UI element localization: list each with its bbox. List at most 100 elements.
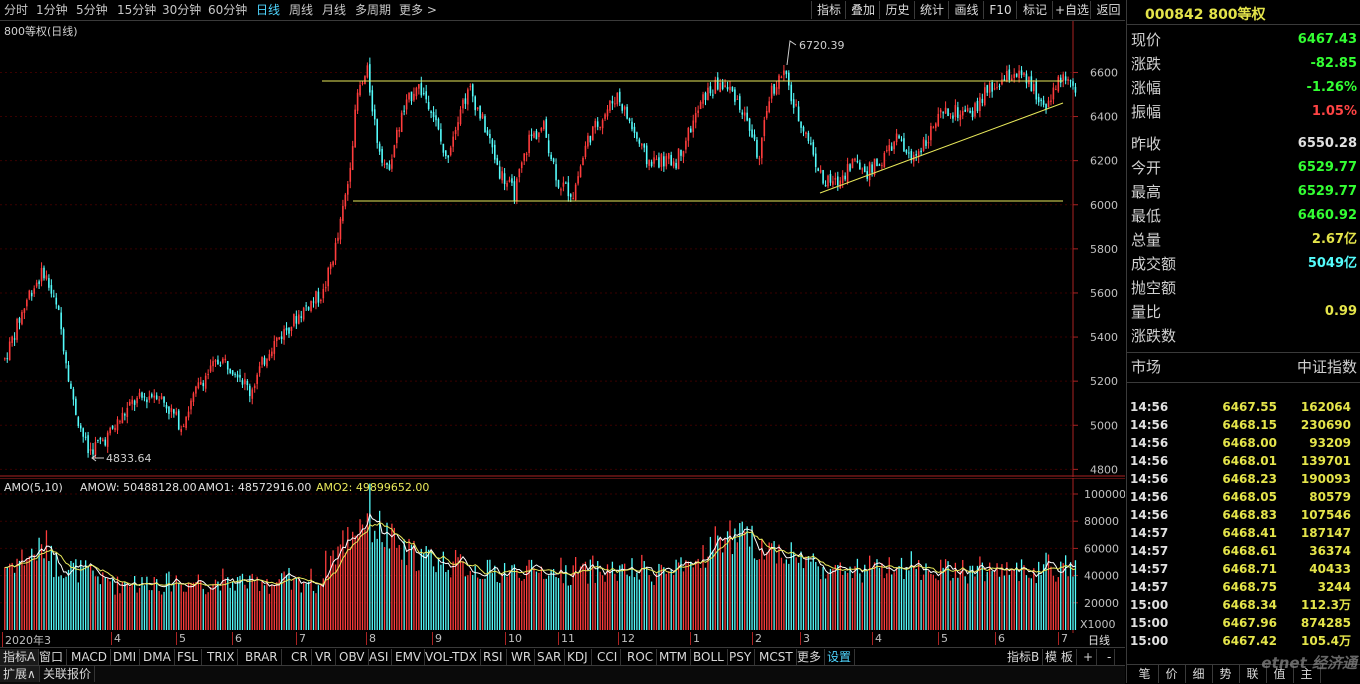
candle-body bbox=[827, 175, 829, 187]
candle-body bbox=[28, 290, 31, 299]
period-tab-9[interactable]: 多周期 bbox=[355, 3, 392, 17]
panel-tab-1[interactable]: 价 bbox=[1158, 665, 1186, 683]
candle-body bbox=[714, 79, 717, 94]
period-tab-6[interactable]: 日线 bbox=[256, 3, 281, 17]
indicator-tab-17[interactable]: KDJ bbox=[564, 649, 592, 665]
candle-body bbox=[192, 393, 195, 402]
toolbar-button-2[interactable]: 历史 bbox=[879, 1, 915, 19]
candle-body bbox=[739, 96, 741, 110]
tick-price: 6468.83 bbox=[1222, 508, 1277, 522]
toolbar-button-0[interactable]: 指标 bbox=[811, 1, 846, 19]
indicator-tab-3[interactable]: DMI bbox=[110, 649, 141, 665]
period-tab-10[interactable]: 更多 > bbox=[399, 3, 437, 17]
candle-body bbox=[641, 143, 643, 146]
candle-body bbox=[1033, 84, 1035, 92]
toolbar-button-8[interactable]: 返回 bbox=[1090, 1, 1126, 19]
right-button-2[interactable]: + bbox=[1080, 649, 1098, 665]
period-tab-7[interactable]: 周线 bbox=[289, 3, 314, 17]
candle-body bbox=[555, 164, 557, 181]
indicator-tab-4[interactable]: DMA bbox=[140, 649, 175, 665]
toolbar-button-3[interactable]: 统计 bbox=[914, 1, 949, 19]
indicator-tab-15[interactable]: WR bbox=[508, 649, 536, 665]
indicator-tab-9[interactable]: VR bbox=[312, 649, 336, 665]
candle-body bbox=[204, 375, 207, 389]
candle-body bbox=[449, 147, 452, 156]
indicator-tab-18[interactable]: CCI bbox=[594, 649, 622, 665]
indicator-tab-0[interactable]: 指标A bbox=[0, 649, 40, 665]
period-tab-8[interactable]: 月线 bbox=[322, 3, 347, 17]
candle-body bbox=[322, 288, 325, 299]
amo-chart[interactable]: 100000 80000 60000 40000 20000 X1000 AMO(5,10… bbox=[0, 478, 1125, 633]
candle-body bbox=[844, 175, 846, 180]
candle-body bbox=[562, 182, 565, 187]
panel-tab-6[interactable]: 主 bbox=[1293, 665, 1321, 683]
indicator-tab-6[interactable]: TRIX bbox=[204, 649, 239, 665]
toolbar-button-5[interactable]: F10 bbox=[983, 1, 1017, 19]
indicator-tab-13[interactable]: VOL-TDX bbox=[422, 649, 481, 665]
related-quotes-button[interactable]: 关联报价 bbox=[40, 666, 96, 682]
indicator-tab-25[interactable]: 设置 bbox=[824, 649, 856, 665]
indicator-tab-19[interactable]: ROC bbox=[624, 649, 658, 665]
indicator-tab-10[interactable]: OBV bbox=[336, 649, 369, 665]
period-tab-2[interactable]: 5分钟 bbox=[76, 3, 108, 17]
candle-body bbox=[719, 82, 721, 93]
right-button-0[interactable]: 指标B bbox=[1004, 649, 1044, 665]
toolbar-button-4[interactable]: 画线 bbox=[948, 1, 984, 19]
candle-body bbox=[165, 405, 168, 409]
rising-trend-line[interactable] bbox=[819, 102, 1064, 194]
amo-plot[interactable]: 100000 80000 60000 40000 20000 X1000 bbox=[0, 478, 1125, 633]
candle-body bbox=[126, 407, 129, 418]
indicator-tab-24[interactable]: 更多 bbox=[794, 649, 826, 665]
indicator-tab-7[interactable]: BRAR bbox=[242, 649, 282, 665]
candle-body bbox=[1062, 74, 1064, 81]
price-plot[interactable]: 6600 6400 6200 6000 5800 5600 5400 5200 5000 4800… bbox=[0, 21, 1125, 477]
period-tab-3[interactable]: 15分钟 bbox=[117, 3, 157, 17]
panel-tab-3[interactable]: 势 bbox=[1212, 665, 1240, 683]
candle-body bbox=[814, 153, 817, 167]
period-tab-0[interactable]: 分时 bbox=[4, 3, 29, 17]
candle-body bbox=[824, 184, 827, 187]
panel-tab-4[interactable]: 联 bbox=[1239, 665, 1267, 683]
period-tab-4[interactable]: 30分钟 bbox=[162, 3, 202, 17]
period-tab-5[interactable]: 60分钟 bbox=[208, 3, 248, 17]
indicator-tab-20[interactable]: MTM bbox=[656, 649, 692, 665]
indicator-tab-2[interactable]: MACD bbox=[68, 649, 111, 665]
candle-body bbox=[246, 380, 249, 386]
indicator-tab-21[interactable]: BOLL bbox=[690, 649, 728, 665]
candle-body bbox=[746, 112, 748, 121]
period-tab-1[interactable]: 1分钟 bbox=[36, 3, 68, 17]
indicator-tab-5[interactable]: FSL bbox=[174, 649, 202, 665]
indicator-tab-11[interactable]: ASI bbox=[366, 649, 393, 665]
expand-button[interactable]: 扩展∧ bbox=[0, 666, 40, 682]
candle-body bbox=[457, 122, 459, 131]
quote-row-0: 现价 6467.43 bbox=[1131, 28, 1357, 52]
candle-body bbox=[1064, 76, 1067, 81]
right-button-3[interactable]: - bbox=[1104, 649, 1116, 665]
indicator-tab-12[interactable]: EMV bbox=[392, 649, 426, 665]
panel-tab-0[interactable]: 笔 bbox=[1131, 665, 1159, 683]
toolbar-button-6[interactable]: 标记 bbox=[1016, 1, 1053, 19]
right-button-1[interactable]: 模 板 bbox=[1042, 649, 1077, 665]
indicator-tab-23[interactable]: MCST bbox=[756, 649, 797, 665]
panel-tab-5[interactable]: 值 bbox=[1266, 665, 1294, 683]
indicator-tab-22[interactable]: PSY bbox=[726, 649, 756, 665]
toolbar-button-1[interactable]: 叠加 bbox=[845, 1, 880, 19]
indicator-tab-8[interactable]: CR bbox=[288, 649, 312, 665]
candle-body bbox=[163, 396, 165, 403]
candlestick-chart[interactable]: 800等权(日线) 6600 6400 6200 6000 5800 5600 5400 52… bbox=[0, 21, 1125, 477]
candle-body bbox=[991, 82, 993, 92]
tick-volume: 139701 bbox=[1300, 454, 1351, 468]
indicator-tab-14[interactable]: RSI bbox=[480, 649, 507, 665]
tick-row: 14:56 6468.00 93209 bbox=[1127, 434, 1357, 452]
panel-tab-2[interactable]: 细 bbox=[1185, 665, 1213, 683]
candle-body bbox=[344, 194, 347, 207]
quote-panel: 000842 800等权 现价 6467.43 涨跌 -82.85 涨幅 -1.26% 振幅… bbox=[1126, 0, 1360, 683]
candle-body bbox=[886, 150, 888, 152]
candle-body bbox=[748, 118, 751, 131]
candle-body bbox=[351, 146, 354, 170]
candle-body bbox=[927, 142, 930, 144]
toolbar-button-7[interactable]: +自选 bbox=[1052, 1, 1091, 19]
indicator-tab-16[interactable]: SAR bbox=[534, 649, 566, 665]
indicator-tab-1[interactable]: 窗口 bbox=[36, 649, 68, 665]
candle-body bbox=[1013, 74, 1015, 78]
